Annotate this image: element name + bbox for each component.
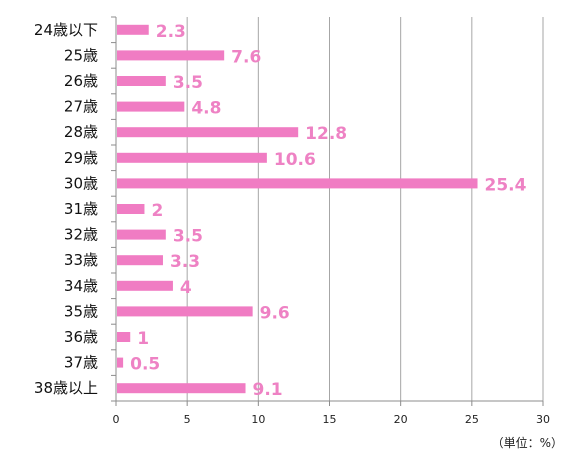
bar xyxy=(117,357,124,368)
unit-note: （単位：%） xyxy=(491,436,563,450)
bar xyxy=(117,204,145,214)
category-label: 29歳 xyxy=(64,149,98,167)
value-label: 4.8 xyxy=(191,99,221,119)
labels: 0 5 10 15 20 25 30 24歳以下 2.3 25歳 7.6 26歳 3.5 27歳 4.8 28… xyxy=(34,21,550,426)
bar xyxy=(117,383,246,394)
category-label: 35歳 xyxy=(64,302,98,320)
category-label: 26歳 xyxy=(64,72,98,90)
bar xyxy=(117,255,163,266)
value-label: 10.6 xyxy=(274,150,316,170)
value-label: 25.4 xyxy=(485,175,527,195)
value-label: 7.6 xyxy=(231,47,261,67)
value-label: 9.1 xyxy=(253,380,283,400)
x-tick-label: 25 xyxy=(465,413,479,426)
grid-lines xyxy=(186,17,544,401)
x-tick-label: 5 xyxy=(184,413,191,426)
value-label: 9.6 xyxy=(260,303,290,323)
x-tick-label: 15 xyxy=(323,413,337,426)
category-label: 38歳以上 xyxy=(34,379,98,397)
value-label: 3.5 xyxy=(173,227,203,247)
category-label: 31歳 xyxy=(64,200,98,218)
category-label: 34歳 xyxy=(64,277,98,295)
bars xyxy=(117,24,478,394)
category-label: 32歳 xyxy=(64,226,98,244)
category-label: 28歳 xyxy=(64,123,98,141)
bar xyxy=(117,280,173,291)
category-label: 37歳 xyxy=(64,354,98,372)
bar xyxy=(117,24,149,35)
bar xyxy=(117,50,225,61)
bar xyxy=(117,229,166,240)
value-label: 2.3 xyxy=(156,22,186,42)
x-tick-label: 20 xyxy=(394,413,408,426)
category-label: 33歳 xyxy=(64,251,98,269)
bar xyxy=(117,76,166,86)
value-label: 4 xyxy=(180,278,192,298)
bar xyxy=(117,178,478,189)
bar xyxy=(117,152,267,163)
category-label: 30歳 xyxy=(64,174,98,192)
bar xyxy=(117,332,131,342)
value-label: 3.5 xyxy=(173,73,203,93)
bar xyxy=(117,127,299,138)
value-label: 1 xyxy=(137,329,149,349)
bar xyxy=(117,306,253,317)
category-label: 25歳 xyxy=(64,46,98,64)
value-label: 12.8 xyxy=(305,124,347,144)
bar xyxy=(117,101,185,112)
category-label: 36歳 xyxy=(64,328,98,346)
category-label: 27歳 xyxy=(64,98,98,116)
x-tick-label: 30 xyxy=(536,413,550,426)
value-label: 0.5 xyxy=(130,355,160,375)
value-label: 3.3 xyxy=(170,252,200,272)
x-tick-label: 10 xyxy=(251,413,265,426)
axes xyxy=(111,16,544,406)
x-tick-label: 0 xyxy=(113,413,120,426)
category-label: 24歳以下 xyxy=(34,21,98,39)
value-label: 2 xyxy=(151,201,163,221)
